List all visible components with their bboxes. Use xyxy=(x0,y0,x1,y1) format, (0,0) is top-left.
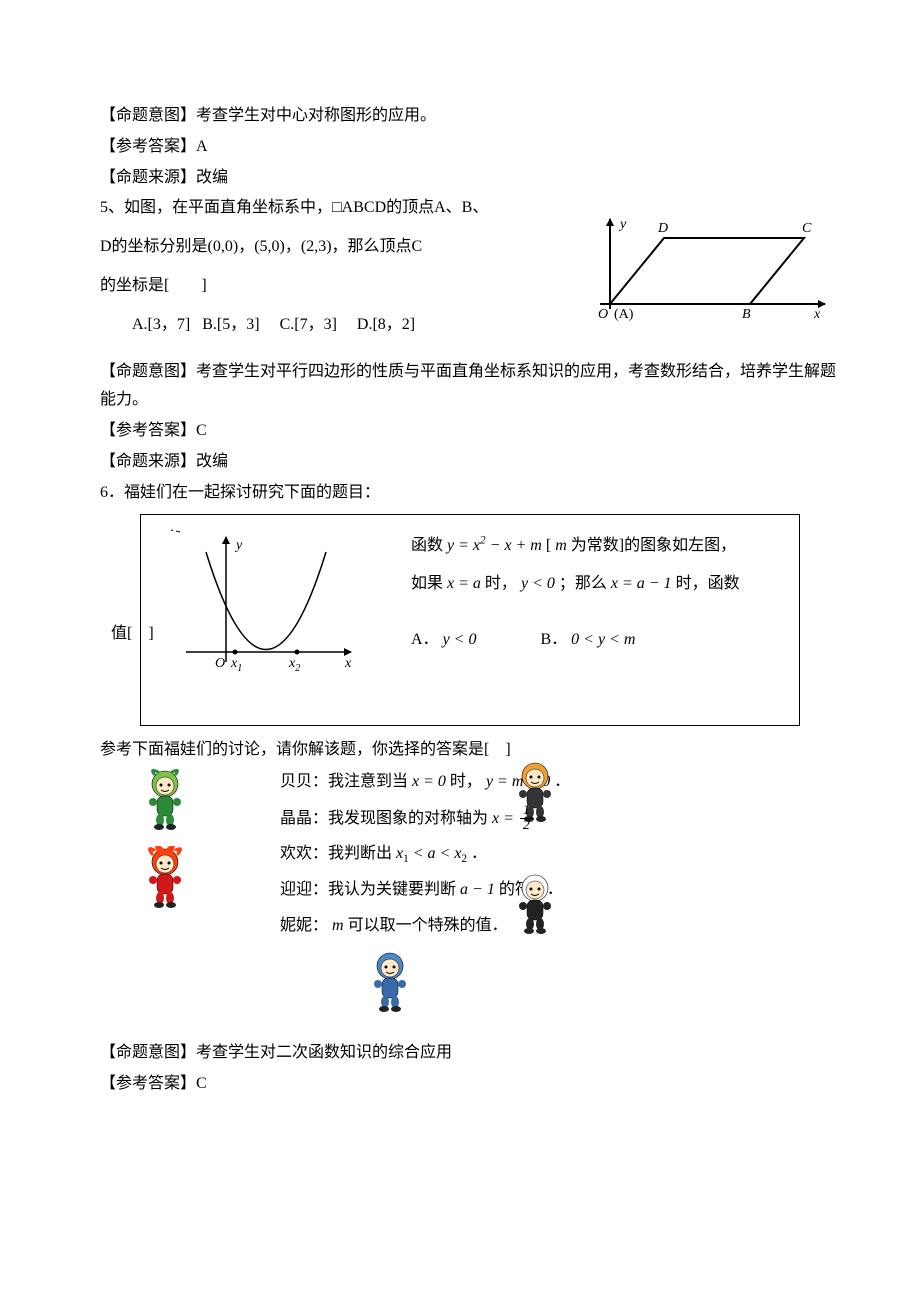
beibei-mid: 时， xyxy=(450,773,486,790)
q6-optb-pre: B． xyxy=(540,631,571,648)
q4-source-text: 改编 xyxy=(196,169,228,186)
svg-text:x2: x2 xyxy=(288,656,300,674)
q6-intent: 【命题意图】考查学生对二次函数知识的综合应用 xyxy=(100,1039,840,1068)
nini-fuwa-icon xyxy=(360,950,420,1025)
svg-text:C: C xyxy=(802,221,812,236)
q4-answer-text: A xyxy=(196,138,208,155)
huanhuan-end: ． xyxy=(471,845,487,862)
q5-block: 5、如图，在平面直角坐标系中，□ABCD的顶点A、B、 D的坐标分别是(0,0)… xyxy=(100,194,840,339)
svg-text:y: y xyxy=(234,538,243,553)
q6-xa1: x = a − 1 xyxy=(611,575,672,592)
q6-eq1: y = x2 − x + m xyxy=(447,537,546,554)
q4-source: 【命题来源】改编 xyxy=(100,164,840,193)
q5-answer: 【参考答案】C xyxy=(100,417,840,446)
q6-m-var: m xyxy=(555,537,571,554)
huanhuan-fuwa-icon xyxy=(140,846,190,921)
q5-stem-3: 的坐标是[ ] xyxy=(100,272,520,301)
q6-discuss-prompt: 参考下面福娃们的讨论，请你解该题，你选择的答案是[ ] xyxy=(100,736,840,765)
q6-l2-b: 时， xyxy=(485,575,521,592)
q5-stem-2: D的坐标分别是(0,0)，(5,0)，(2,3)，那么顶点C xyxy=(100,233,520,262)
q6-answer-text: C xyxy=(196,1075,207,1092)
parabola-graph-icon: Oy x x1 x2 xyxy=(171,527,361,687)
q6-graph: Oy x x1 x2 xyxy=(171,527,361,698)
q4-source-label: 【命题来源】 xyxy=(100,169,196,186)
q6-value-label: 值[ ] xyxy=(111,620,154,649)
svg-text:(A): (A) xyxy=(614,307,634,322)
q5-answer-label: 【参考答案】 xyxy=(100,422,196,439)
nini-row: 妮妮： m 可以取一个特殊的值． xyxy=(200,912,840,944)
q6-stem: 6．福娃们在一起探讨研究下面的题目： xyxy=(100,479,840,508)
huanhuan-pre: 欢欢：我判断出 xyxy=(280,845,396,862)
beibei-pre: 贝贝：我注意到当 xyxy=(280,773,412,790)
yingying-pre: 迎迎：我认为关键要判断 xyxy=(280,881,460,898)
q6-intent-text: 考查学生对二次函数知识的综合应用 xyxy=(196,1044,452,1061)
svg-text:B: B xyxy=(742,307,751,322)
q6-l1-a: 函数 xyxy=(411,537,447,554)
q5-intent-label: 【命题意图】 xyxy=(100,363,196,380)
q5-source: 【命题来源】改编 xyxy=(100,448,840,477)
svg-text:x1: x1 xyxy=(230,656,242,674)
q6-opta-pre: A． xyxy=(411,631,443,648)
q4-answer: 【参考答案】A xyxy=(100,133,840,162)
q5-opt-c: C.[7，3] xyxy=(280,316,337,333)
q6-l2-c: ；那么 xyxy=(559,575,611,592)
q6-answer-label: 【参考答案】 xyxy=(100,1075,196,1092)
q6-l1-b: [ xyxy=(546,537,551,554)
q6-l2-a: 如果 xyxy=(411,575,447,592)
jingjing-pre: 晶晶：我发现图象的对称轴为 xyxy=(280,810,492,827)
svg-text:O: O xyxy=(598,307,608,322)
beibei-row: 贝贝：我注意到当 x = 0 时， y = m > 0 ． xyxy=(200,768,840,800)
beibei-fuwa-icon xyxy=(140,768,190,843)
q6-l1-c: 为常数]的图象如左图， xyxy=(571,537,736,554)
q4-intent-text: 考查学生对中心对称图形的应用。 xyxy=(196,107,436,124)
q6-opt-a: A． y < 0 xyxy=(411,621,476,659)
q5-intent: 【命题意图】考查学生对平行四边形的性质与平面直角坐标系知识的应用，考查数形结合，… xyxy=(100,358,840,416)
q6-ylt0: y < 0 xyxy=(521,575,555,592)
huanhuan-row: 欢欢：我判断出 x1 < a < x2 ． xyxy=(200,840,840,872)
q5-options: A.[3，7] B.[5，3] C.[7，3] D.[8，2] xyxy=(100,311,520,340)
q5-source-label: 【命题来源】 xyxy=(100,453,196,470)
q5-opt-a: A.[3，7] xyxy=(132,316,190,333)
coordinate-diagram-icon: O (A) Bx y D C xyxy=(570,214,830,334)
svg-text:x: x xyxy=(344,656,352,671)
q5-figure: O (A) Bx y D C xyxy=(570,214,830,345)
q4-answer-label: 【参考答案】 xyxy=(100,138,196,155)
q5-opt-b: B.[5，3] xyxy=(202,316,259,333)
q4-intent: 【命题意图】考查学生对中心对称图形的应用。 xyxy=(100,102,840,131)
nini-pre: 妮妮： xyxy=(280,917,332,934)
q6-box: 值[ ] Oyxx1x2 函数 y = x2 − x + m [ m 为常数]的… xyxy=(140,514,800,726)
q5-opt-d: D.[8，2] xyxy=(357,316,415,333)
q6-box-text: 函数 y = x2 − x + m [ m 为常数]的图象如左图， 如果 x =… xyxy=(411,527,789,660)
svg-text:y: y xyxy=(618,217,627,232)
q5-intent-text: 考查学生对平行四边形的性质与平面直角坐标系知识的应用，考查数形结合，培养学生解题… xyxy=(100,363,836,409)
svg-text:O: O xyxy=(215,656,225,671)
q6-intent-label: 【命题意图】 xyxy=(100,1044,196,1061)
q5-answer-text: C xyxy=(196,422,207,439)
q6-xa: x = a xyxy=(447,575,481,592)
jingjing-row: 晶晶：我发现图象的对称轴为 x = 12 xyxy=(200,804,840,836)
q6-l2-d: 时，函数 xyxy=(676,575,740,592)
q6-opt-b: B． 0 < y < m xyxy=(540,621,635,659)
yingying-row: 迎迎：我认为关键要判断 a − 1 的符号． xyxy=(200,876,840,908)
nini-end: 可以取一个特殊的值． xyxy=(348,917,508,934)
q4-intent-label: 【命题意图】 xyxy=(100,107,196,124)
q5-stem-1: 5、如图，在平面直角坐标系中，□ABCD的顶点A、B、 xyxy=(100,194,520,223)
svg-text:x: x xyxy=(813,307,821,322)
q6-answer: 【参考答案】C xyxy=(100,1070,840,1099)
svg-text:D: D xyxy=(657,221,668,236)
q5-source-text: 改编 xyxy=(196,453,228,470)
